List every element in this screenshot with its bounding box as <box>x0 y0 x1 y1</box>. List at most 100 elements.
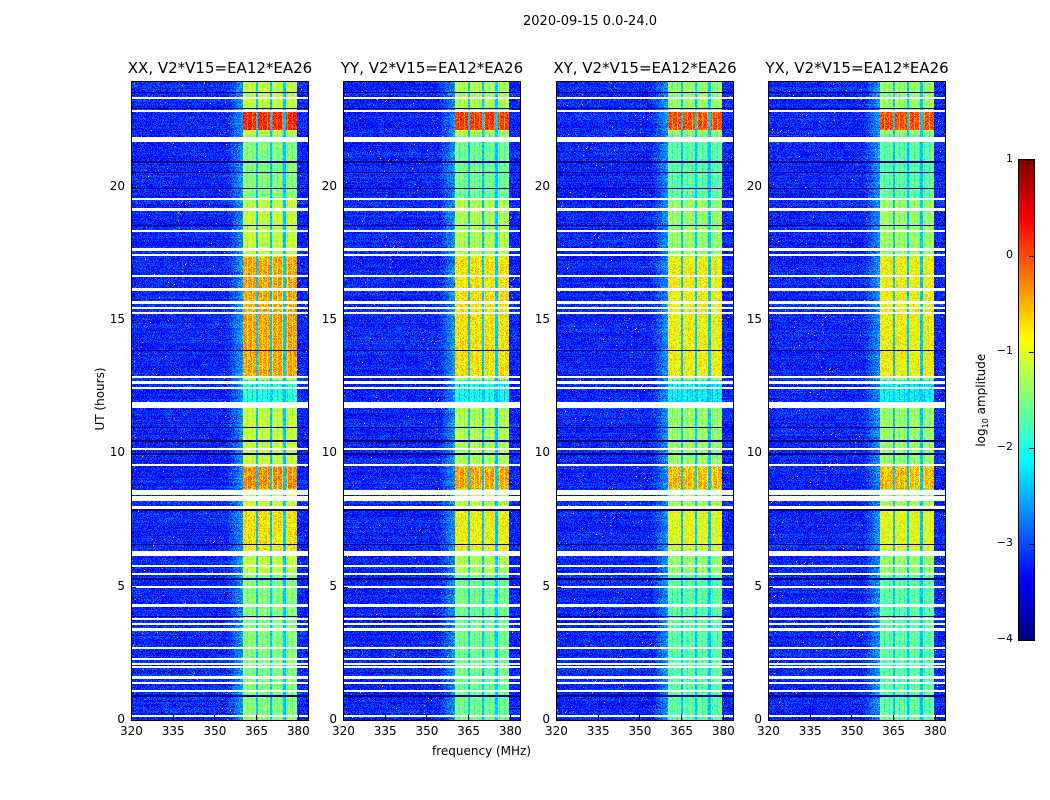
x-tick-label: 320 <box>332 724 355 738</box>
y-tick <box>556 586 561 588</box>
x-tick <box>468 715 470 720</box>
colorbar-tick <box>1029 640 1034 641</box>
colorbar-tick-label: −4 <box>996 632 1013 645</box>
x-axis-label: frequency (MHz) <box>432 744 532 758</box>
x-tick <box>681 715 683 720</box>
x-tick <box>214 715 216 720</box>
y-tick-label: 10 <box>534 445 550 460</box>
colorbar-tick-label: −2 <box>996 440 1013 453</box>
x-tick-label: 380 <box>498 724 522 738</box>
y-tick <box>768 453 773 455</box>
x-tick-label: 335 <box>161 724 185 738</box>
y-tick <box>556 320 561 321</box>
colorbar-label-rest: amplitude <box>973 353 988 419</box>
y-tick-label: 0 <box>542 712 550 726</box>
x-tick-label: 320 <box>545 724 568 738</box>
x-tick <box>809 715 811 720</box>
y-tick-label: 10 <box>746 445 762 460</box>
x-tick <box>556 715 557 720</box>
x-tick-label: 350 <box>203 724 227 738</box>
colorbar-tick-label: −3 <box>996 536 1013 549</box>
y-tick <box>131 320 136 321</box>
y-tick <box>343 453 348 455</box>
x-tick-label: 350 <box>415 724 439 738</box>
x-tick <box>131 715 132 720</box>
colorbar-tick <box>1029 256 1034 257</box>
y-tick <box>556 720 561 721</box>
x-tick-label: 335 <box>586 724 610 738</box>
colorbar-tick <box>1029 448 1034 449</box>
colorbar-tick <box>1029 160 1034 161</box>
y-tick <box>131 720 136 721</box>
y-tick-label: 10 <box>109 445 125 460</box>
x-tick-label: 335 <box>373 724 397 738</box>
y-tick-label: 15 <box>746 312 762 326</box>
x-tick-label: 350 <box>840 724 864 738</box>
x-tick-label: 320 <box>120 724 143 738</box>
y-tick-label: 20 <box>321 178 337 193</box>
x-tick-label: 365 <box>245 724 269 738</box>
y-tick <box>768 586 773 588</box>
y-tick-label: 5 <box>329 578 337 593</box>
colorbar-tick-label: −1 <box>996 344 1013 357</box>
panel-title: XY, V2*V15=EA12*EA26 <box>553 59 737 77</box>
x-tick <box>172 715 174 720</box>
y-tick-label: 15 <box>321 312 337 326</box>
y-tick-label: 0 <box>754 712 762 726</box>
y-tick <box>343 720 348 721</box>
x-tick-label: 350 <box>628 724 652 738</box>
y-tick <box>556 453 561 455</box>
x-tick-label: 365 <box>457 724 481 738</box>
y-tick <box>768 720 773 721</box>
y-tick <box>343 586 348 588</box>
x-tick-label: 335 <box>798 724 822 738</box>
x-tick-label: 320 <box>757 724 780 738</box>
y-tick-label: 15 <box>109 312 125 326</box>
y-tick <box>131 453 136 455</box>
x-tick <box>893 715 895 720</box>
y-tick-label: 0 <box>329 712 337 726</box>
x-tick-label: 380 <box>711 724 735 738</box>
colorbar-tick <box>1029 544 1034 545</box>
y-tick <box>768 186 773 188</box>
y-tick <box>131 186 136 188</box>
heatmap-panel-3 <box>768 81 946 721</box>
x-tick <box>509 715 511 720</box>
y-tick-label: 20 <box>109 178 125 193</box>
x-tick <box>768 715 769 720</box>
y-tick <box>556 186 561 188</box>
colorbar <box>1018 159 1035 641</box>
y-tick-label: 20 <box>746 178 762 193</box>
panel-title: YY, V2*V15=EA12*EA26 <box>340 59 524 77</box>
x-tick <box>639 715 641 720</box>
y-tick-label: 15 <box>534 312 550 326</box>
x-tick <box>426 715 428 720</box>
x-tick <box>934 715 936 720</box>
x-tick <box>384 715 386 720</box>
y-tick <box>343 186 348 188</box>
x-tick-label: 380 <box>286 724 310 738</box>
y-axis-label: UT (hours) <box>93 367 107 431</box>
x-tick-label: 380 <box>923 724 947 738</box>
x-tick <box>297 715 299 720</box>
y-tick-label: 10 <box>321 445 337 460</box>
y-tick-label: 5 <box>754 578 762 593</box>
x-tick-label: 365 <box>670 724 694 738</box>
y-tick-label: 5 <box>117 578 125 593</box>
x-tick <box>722 715 724 720</box>
x-tick <box>597 715 599 720</box>
colorbar-tick-label: 1 <box>1006 152 1013 165</box>
x-tick <box>343 715 344 720</box>
heatmap-panel-2 <box>556 81 734 721</box>
y-tick-label: 0 <box>117 712 125 726</box>
x-tick <box>851 715 853 720</box>
panel-title: YX, V2*V15=EA12*EA26 <box>765 59 949 77</box>
colorbar-label-sub: 10 <box>981 418 991 429</box>
y-tick <box>768 320 773 321</box>
colorbar-tick-label: 0 <box>1006 248 1013 261</box>
heatmap-panel-1 <box>343 81 521 721</box>
y-tick <box>131 586 136 588</box>
panel-title: XX, V2*V15=EA12*EA26 <box>127 59 313 77</box>
colorbar-tick <box>1029 352 1034 353</box>
figure-suptitle: 2020-09-15 0.0-24.0 <box>523 14 657 29</box>
